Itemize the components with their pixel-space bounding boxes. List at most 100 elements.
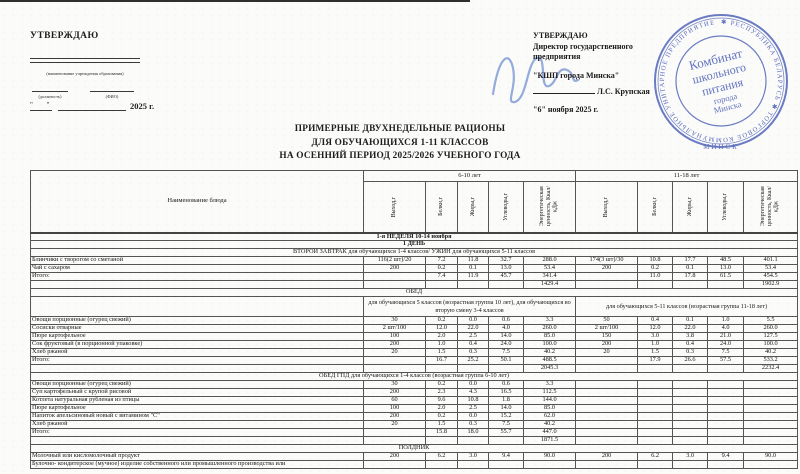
value-cell: 2 шт/100 (363, 324, 426, 334)
value-cell: 447.0 (522, 428, 577, 438)
value-cell: 17.9 (637, 356, 674, 366)
sub-header-cell: для обучающихся 5-11 классов (возрастная… (575, 296, 799, 318)
dish-name-cell: Котлета натуральная рубленая из птицы (30, 396, 364, 406)
section-band-row: ОБЕД ГПД для обучающихся 1-4 классов (во… (29, 372, 799, 382)
value-cell: 6.2 (425, 452, 458, 462)
value-cell: 127.5 (743, 332, 799, 342)
dish-name-cell: Овощи порционные (огурец свежий) (30, 380, 364, 390)
value-cell: 3.0 (672, 452, 709, 462)
value-cell (457, 436, 489, 446)
dish-name-cell: Хлеб ржаной (30, 420, 364, 430)
section-band-row: ПОЛДНИК (29, 444, 799, 454)
value-cell (575, 428, 639, 438)
value-cell (637, 364, 674, 374)
section-band-label: ОБЕД ГПД для обучающихся 1-4 классов (во… (29, 372, 799, 382)
value-cell: 20 (575, 348, 639, 358)
menu-row: Сок фруктовый (в порционной упаковке) 200… (30, 340, 799, 350)
year-label: 2025 г. (130, 101, 155, 111)
section-band-row: 1-я НЕДЕЛЯ 10-14 ноября (29, 231, 799, 242)
value-cell: 21.0 (707, 332, 745, 342)
value-cell (672, 412, 709, 422)
value-cell (575, 420, 639, 430)
section-band-label: ОБЕД (29, 288, 799, 298)
approval-right-title: УТВЕРЖДАЮ (533, 31, 588, 40)
dish-name-cell: Пюре картофельное (30, 404, 364, 414)
menu-row: Хлеб ржаной 20 1.5 0.3 7.5 40.2 (30, 420, 799, 430)
value-cell: 0.0 (457, 412, 489, 422)
title-line-1: ПРИМЕРНЫЕ ДВУХНЕДЕЛЬНЫЕ РАЦИОНЫ (294, 124, 506, 134)
menu-row: Хлеб ржаной 20 1.5 0.3 7.5 40.2 20 1.5 0.3 7.5 40.… (30, 348, 799, 358)
value-cell (488, 280, 524, 290)
dish-name-cell: Чай с сахаром (30, 264, 364, 274)
value-cell: 85.0 (522, 404, 577, 414)
value-cell: 40.2 (743, 348, 799, 358)
dish-name-cell: Итого: (30, 356, 364, 366)
value-cell: 200 (363, 340, 426, 350)
caption-name: (ФИО) (105, 94, 119, 99)
blank-line (30, 62, 140, 63)
section-band-row: ВТОРОЙ ЗАВТРАК для обучающихся 1-4 класс… (29, 248, 799, 258)
value-cell: 100 (363, 332, 426, 342)
value-cell (637, 428, 674, 438)
value-cell: 7.2 (425, 256, 458, 266)
value-cell (363, 272, 426, 282)
menu-row: Итого: 16.7 25.2 50.1 488.5 17.9 26.6 57.5 533.2 (30, 356, 799, 366)
value-cell: 341.4 (522, 272, 577, 282)
value-cell: 488.5 (522, 356, 577, 366)
dish-name-cell: Суп картофельный с крупой рисовой (30, 388, 364, 398)
value-cell: 200 (575, 452, 639, 462)
value-cell (488, 364, 524, 374)
value-cell: 2.3 (425, 388, 458, 398)
value-cell (575, 280, 639, 290)
menu-row: Итого: 7.4 11.9 45.7 341.4 11.0 17.8 61.5 454.5 (30, 272, 799, 282)
value-cell: 25.2 (457, 356, 489, 366)
dish-name-cell: Хлеб ржаной (30, 348, 364, 358)
value-cell: 0.4 (457, 340, 489, 350)
value-cell (672, 280, 709, 290)
value-cell: 18.0 (457, 428, 489, 438)
dish-name-cell (30, 280, 364, 290)
section-band-label: 1 ДЕНЬ (29, 240, 799, 250)
value-cell (637, 436, 674, 446)
value-cell: 0.1 (457, 264, 489, 274)
value-cell (743, 396, 799, 406)
value-cell: 1429.4 (522, 280, 577, 290)
section-band-row: ОБЕД (29, 288, 799, 298)
menu-row: Котлета натуральная рубленая из птицы 60 9… (30, 396, 799, 406)
value-cell: 200 (363, 264, 426, 274)
value-cell: 0.3 (457, 348, 489, 358)
dish-name-cell (30, 436, 364, 446)
col-header-vyhod: Выход,г (575, 181, 639, 233)
col-header-uglevody: Углеводы,г (488, 181, 524, 233)
value-cell: 0.3 (457, 420, 489, 430)
menu-row: Напиток апельсиновый новый с витамином "… (30, 412, 799, 422)
approval-date: "6" ноября 2025 г. (533, 104, 599, 114)
value-cell (363, 356, 426, 366)
value-cell: 3.3 (522, 380, 577, 390)
value-cell (457, 460, 489, 470)
value-cell (707, 280, 745, 290)
value-cell (743, 436, 799, 446)
value-cell: 288.0 (522, 256, 577, 266)
age-group-11-18: 11-18 лет (575, 170, 799, 182)
value-cell (488, 460, 524, 470)
value-cell: 1871.5 (522, 436, 577, 446)
value-cell: 20 (363, 348, 426, 358)
value-cell (707, 380, 745, 390)
dish-name-cell (30, 364, 364, 374)
menu-row: 1429.4 1902.9 (30, 280, 799, 290)
value-cell (707, 388, 745, 398)
value-cell: 3.0 (457, 452, 489, 462)
value-cell: 40.2 (522, 348, 577, 358)
value-cell: 3.0 (637, 332, 674, 342)
value-cell: 11.0 (637, 272, 674, 282)
value-cell (575, 380, 639, 390)
value-cell: 24.0 (707, 340, 745, 350)
value-cell: 11.9 (457, 272, 489, 282)
value-cell: 2.0 (425, 332, 458, 342)
value-cell: 4.3 (457, 388, 489, 398)
value-cell (707, 364, 745, 374)
sub-header-cell: для обучающихся 5 классов (возрастная гр… (362, 296, 577, 318)
value-cell: 24.0 (488, 340, 524, 350)
value-cell: 1.0 (707, 316, 745, 326)
